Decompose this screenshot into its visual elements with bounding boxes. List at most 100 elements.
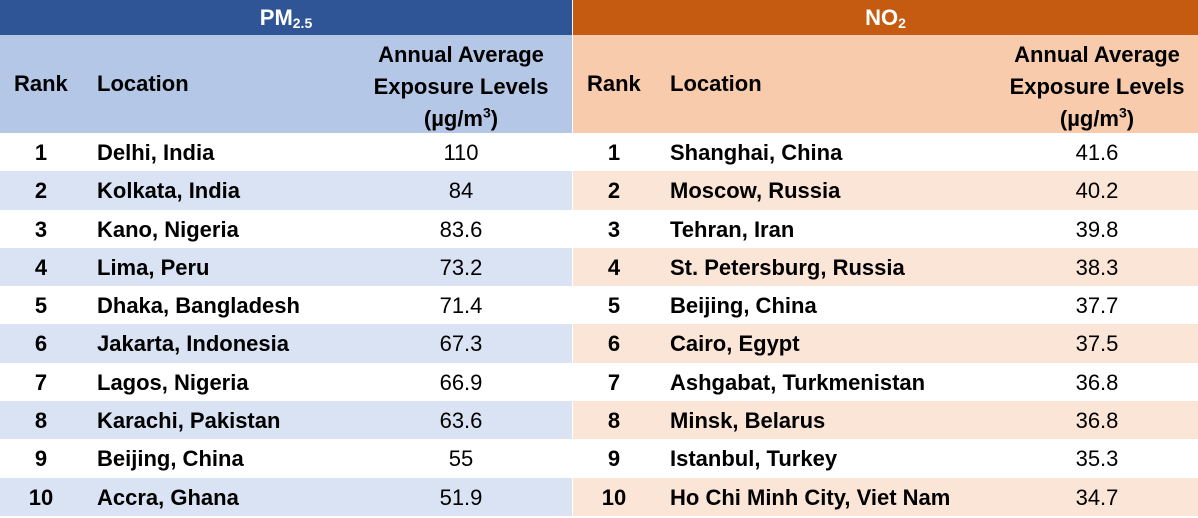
table-row: 8 Minsk, Belarus 36.8 <box>573 401 1198 440</box>
no2-title-band: NO2 <box>573 0 1198 35</box>
table-row: 10 Ho Chi Minh City, Viet Nam 34.7 <box>573 477 1198 516</box>
table-row: 4 Lima, Peru 73.2 <box>0 247 572 287</box>
location-cell: Delhi, India <box>97 140 215 165</box>
no2-unit-superscript: 3 <box>1119 104 1127 121</box>
rank-cell: 6 <box>607 331 621 357</box>
no2-title-subscript: 2 <box>898 15 906 31</box>
value-cell: 83.6 <box>439 216 483 242</box>
table-row: 9 Beijing, China 55 <box>0 439 572 478</box>
location-cell: Tehran, Iran <box>670 216 795 242</box>
rank-cell: 10 <box>28 484 54 510</box>
rank-cell: 4 <box>34 254 48 280</box>
table-row: 5 Beijing, China 37.7 <box>573 286 1198 325</box>
no2-header-row: Rank Location Annual Average Exposure Le… <box>573 35 1198 133</box>
rank-cell: 1 <box>607 140 621 165</box>
location-cell: Lagos, Nigeria <box>97 369 249 395</box>
table-row: 6 Cairo, Egypt 37.5 <box>573 324 1198 363</box>
table-row: 3 Tehran, Iran 39.8 <box>573 209 1198 248</box>
rank-cell: 9 <box>607 446 621 472</box>
value-cell: 36.8 <box>1075 408 1119 434</box>
no2-rows: 1 Shanghai, China 41.6 2 Moscow, Russia 40.2… <box>573 133 1198 516</box>
value-cell: 84 <box>448 178 474 204</box>
pm25-rank-header: Rank <box>14 71 68 96</box>
table-row: 6 Jakarta, Indonesia 67.3 <box>0 324 572 363</box>
table-row: 3 Kano, Nigeria 83.6 <box>0 209 572 248</box>
rank-cell: 3 <box>607 216 621 242</box>
pm25-title: PM <box>259 5 293 30</box>
rank-cell: 5 <box>607 293 621 319</box>
rank-cell: 2 <box>607 178 621 204</box>
pm25-value-header-line2: Exposure Levels <box>373 74 549 99</box>
table-row: 7 Lagos, Nigeria 66.9 <box>0 362 572 402</box>
no2-rank-header: Rank <box>587 71 641 96</box>
pm25-unit-text: (µg/m <box>423 106 483 131</box>
location-cell: Kolkata, India <box>97 178 241 204</box>
location-cell: Minsk, Belarus <box>670 408 826 434</box>
table-row: 1 Delhi, India 110 <box>0 133 572 172</box>
pm25-value-header-line1: Annual Average <box>378 42 544 67</box>
rank-cell: 10 <box>601 484 627 510</box>
location-cell: Moscow, Russia <box>670 178 841 204</box>
location-cell: Kano, Nigeria <box>97 216 239 242</box>
rank-cell: 6 <box>34 331 48 357</box>
value-cell: 73.2 <box>439 254 483 280</box>
rank-cell: 8 <box>34 408 48 434</box>
pm25-unit-close: ) <box>490 106 499 131</box>
table-row: 2 Kolkata, India 84 <box>0 171 572 210</box>
table-row: 4 St. Petersburg, Russia 38.3 <box>573 247 1198 287</box>
value-cell: 51.9 <box>439 484 483 510</box>
table-row: 2 Moscow, Russia 40.2 <box>573 171 1198 210</box>
rank-cell: 4 <box>607 254 621 280</box>
pm25-value-header: Annual Average Exposure Levels (µg/m3) <box>360 39 562 135</box>
no2-unit-close: ) <box>1126 106 1135 131</box>
value-cell: 67.3 <box>439 331 483 357</box>
value-cell: 63.6 <box>439 408 483 434</box>
rank-cell: 8 <box>607 408 621 434</box>
location-cell: Lima, Peru <box>97 254 210 280</box>
no2-title: NO <box>865 5 899 30</box>
location-cell: Karachi, Pakistan <box>97 408 281 434</box>
value-cell: 34.7 <box>1075 484 1119 510</box>
location-cell: Beijing, China <box>97 446 244 472</box>
value-cell: 110 <box>443 140 479 165</box>
pm25-title-band: PM2.5 <box>0 0 572 35</box>
location-cell: Cairo, Egypt <box>670 331 800 357</box>
rank-cell: 7 <box>607 369 621 395</box>
pm25-table: PM2.5 Rank Location Annual Average Expos… <box>0 0 572 516</box>
location-cell: Dhaka, Bangladesh <box>97 293 300 319</box>
value-cell: 40.2 <box>1075 178 1119 204</box>
rank-cell: 2 <box>34 178 48 204</box>
no2-location-header: Location <box>670 71 762 96</box>
no2-value-header-line2: Exposure Levels <box>1009 74 1185 99</box>
pm25-rows: 1 Delhi, India 110 2 Kolkata, India 84 3 Kano… <box>0 133 572 516</box>
value-cell: 36.8 <box>1075 369 1119 395</box>
value-cell: 55 <box>448 446 474 472</box>
rank-cell: 9 <box>34 446 48 472</box>
value-cell: 37.7 <box>1075 293 1119 319</box>
value-cell: 41.6 <box>1075 140 1119 165</box>
table-row: 1 Shanghai, China 41.6 <box>573 133 1198 172</box>
value-cell: 37.5 <box>1075 331 1119 357</box>
rank-cell: 3 <box>34 216 48 242</box>
location-cell: Ashgabat, Turkmenistan <box>670 369 926 395</box>
no2-value-header: Annual Average Exposure Levels (µg/m3) <box>1003 39 1191 135</box>
location-cell: Jakarta, Indonesia <box>97 331 289 357</box>
pm25-unit-superscript: 3 <box>483 104 491 121</box>
rank-cell: 5 <box>34 293 48 319</box>
pm25-location-header: Location <box>97 71 189 96</box>
no2-unit-text: (µg/m <box>1059 106 1119 131</box>
location-cell: St. Petersburg, Russia <box>670 254 905 280</box>
location-cell: Shanghai, China <box>670 140 843 165</box>
value-cell: 39.8 <box>1075 216 1119 242</box>
value-cell: 38.3 <box>1075 254 1119 280</box>
pm25-value-header-line3: (µg/m3) <box>360 103 562 135</box>
no2-value-header-line3: (µg/m3) <box>1003 103 1191 135</box>
table-row: 8 Karachi, Pakistan 63.6 <box>0 401 572 440</box>
location-cell: Accra, Ghana <box>97 484 239 510</box>
rank-cell: 7 <box>34 369 48 395</box>
table-row: 7 Ashgabat, Turkmenistan 36.8 <box>573 362 1198 402</box>
table-row: 10 Accra, Ghana 51.9 <box>0 477 572 516</box>
location-cell: Istanbul, Turkey <box>670 446 838 472</box>
no2-table: NO2 Rank Location Annual Average Exposur… <box>573 0 1198 516</box>
rank-cell: 1 <box>34 140 48 165</box>
